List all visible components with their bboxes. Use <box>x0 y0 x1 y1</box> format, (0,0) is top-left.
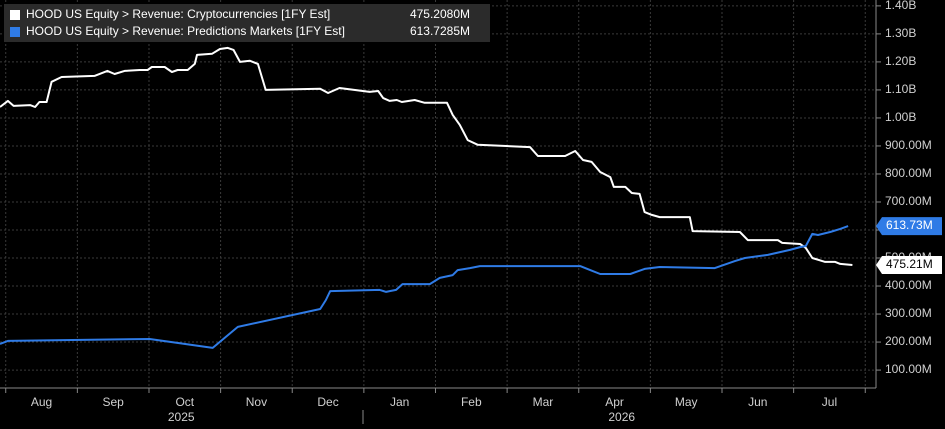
legend-box <box>4 4 490 42</box>
x-tick-label: Apr <box>605 395 624 409</box>
x-tick-label: Jun <box>748 395 767 409</box>
x-tick-label: Mar <box>533 395 554 409</box>
x-tick-label: Oct <box>175 395 194 409</box>
legend-value: 613.7285M <box>410 24 470 38</box>
legend-swatch <box>10 27 20 37</box>
legend-value: 475.2080M <box>410 7 470 21</box>
y-tick-label: 400.00M <box>885 278 932 292</box>
end-label: 475.21M <box>886 257 933 271</box>
x-tick-label: Aug <box>31 395 52 409</box>
y-tick-label: 1.00B <box>885 110 916 124</box>
grid <box>0 0 876 388</box>
y-tick-label: 700.00M <box>885 194 932 208</box>
end-label: 613.73M <box>886 218 933 232</box>
y-tick-label: 1.40B <box>885 0 916 12</box>
x-tick-label: Jan <box>390 395 409 409</box>
end-label-box <box>876 217 942 236</box>
legend-swatch <box>10 10 20 20</box>
y-tick-label: 800.00M <box>885 166 932 180</box>
x-tick-label: Nov <box>246 395 267 409</box>
legend-label: HOOD US Equity > Revenue: Cryptocurrenci… <box>26 7 330 21</box>
x-tick-label: Feb <box>461 395 482 409</box>
y-tick-label: 1.30B <box>885 26 916 40</box>
x-year-label: 2026 <box>608 410 635 424</box>
y-tick-label: 200.00M <box>885 334 932 348</box>
end-label-box <box>876 256 942 275</box>
y-tick-label: 1.10B <box>885 82 916 96</box>
lines <box>0 46 853 349</box>
x-tick-label: Dec <box>317 395 338 409</box>
y-tick-label: 100.00M <box>885 362 932 376</box>
y-tick-label: 900.00M <box>885 138 932 152</box>
legend-label: HOOD US Equity > Revenue: Predictions Ma… <box>26 24 345 38</box>
y-tick-label: 1.20B <box>885 54 916 68</box>
series-line <box>0 46 853 266</box>
y-tick-label: 300.00M <box>885 306 932 320</box>
x-tick-label: Sep <box>102 395 124 409</box>
x-tick-label: May <box>675 395 698 409</box>
legend: HOOD US Equity > Revenue: Cryptocurrenci… <box>4 4 490 42</box>
series-line <box>0 225 849 349</box>
x-tick-label: Jul <box>822 395 837 409</box>
axis-labels: 100.00M200.00M300.00M400.00M500.00M600.0… <box>5 0 942 424</box>
x-year-label: 2025 <box>168 410 195 424</box>
